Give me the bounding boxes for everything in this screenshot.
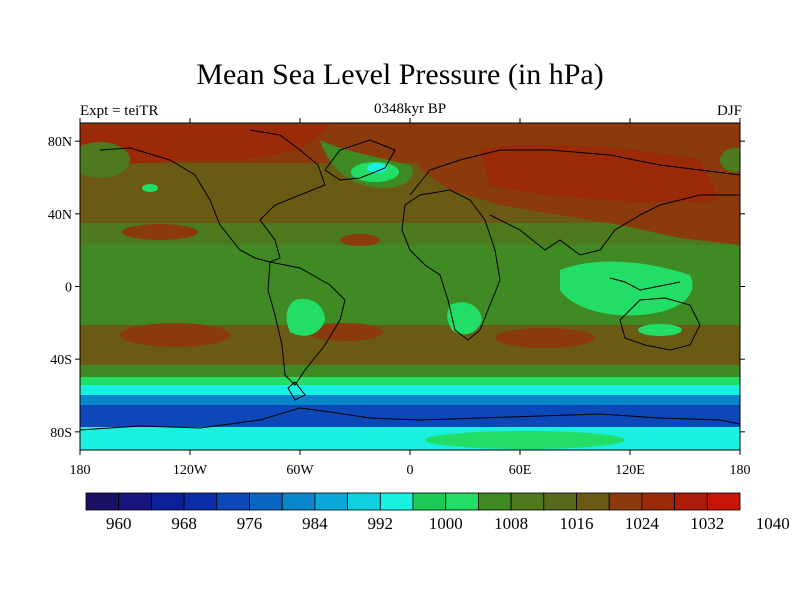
colorbar-swatch [510,492,545,511]
colorbar-swatch [641,492,676,511]
colorbar-label: 1024 [625,514,660,533]
aleutian-low-core [142,184,158,192]
colorbar-label: 1040 [756,514,790,533]
y-tick-label: 0 [65,281,72,296]
aleutian-low [80,142,130,178]
colorbar-label: 1008 [494,514,528,533]
y-tick-label: 40N [48,208,72,223]
subpolar-low-band [80,395,740,405]
north-america-east-coast [249,129,326,259]
south-atlantic-high [307,323,383,341]
pacific-high [122,224,198,240]
azores-high [340,234,380,246]
colorbar-swatch [445,492,479,511]
coastlines [80,129,740,431]
x-tick-label: 120W [173,463,208,478]
antarctic-low-band [80,405,740,427]
african-low [447,302,482,335]
colorbar-swatch [608,492,643,511]
colorbar-swatch [379,492,414,511]
colorbar: 960 968 976 984 992 1000 1008 1016 1024 1032 1040 [85,492,790,533]
colorbar-swatch [314,492,348,511]
colorbar-swatch [249,492,283,511]
greenland [324,139,396,181]
south-pacific-high [120,323,230,347]
x-tick-label: 120E [615,463,645,478]
southern-green-band [80,365,740,377]
colorbar-label: 984 [302,514,328,533]
antarctic-cyan-band [80,427,740,450]
colorbar-swatch [576,492,610,511]
amazon-low [286,298,325,336]
time-label: 0348kyr BP [373,101,447,117]
southern-light-green-band [80,377,740,385]
aleutian-low-west [720,148,740,172]
x-tick-label: 180 [730,463,751,478]
colorbar-swatch [477,492,512,511]
colorbar-swatch [706,492,741,511]
colorbar-label: 968 [171,514,197,533]
colorbar-label: 960 [106,514,132,533]
indonesia [609,277,681,291]
colorbar-swatch [347,492,381,511]
colorbar-swatch [543,492,577,511]
y-axis: 80N 40N 0 40S 80S [48,135,745,441]
colorbar-swatch [85,492,120,511]
north-america-west-coast [99,147,281,263]
colorbar-swatch [150,492,185,511]
north-american-high [80,125,330,170]
x-tick-label: 60E [509,463,532,478]
colorbar-label: 1016 [560,514,594,533]
pressure-field [80,123,740,450]
colorbar-swatch [281,492,316,511]
x-tick-label: 60W [286,463,314,478]
colorbar-swatch [216,492,250,511]
south-america [267,261,346,386]
colorbar-label: 976 [237,514,263,533]
colorbar-label: 1000 [429,514,463,533]
eurasia-north-coast [409,149,740,196]
colorbar-swatch [412,492,447,511]
colorbar-label: 1032 [690,514,724,533]
x-axis: 180 120W 60W 0 60E 120E 180 [70,118,751,478]
map-title: Mean Sea Level Pressure (in hPa) [196,58,604,91]
southern-cyan-band [80,385,740,395]
x-tick-label: 0 [407,463,414,478]
antarctic-plateau-high [425,431,625,449]
x-tick-label: 180 [70,463,91,478]
antarctica-coast [80,407,740,431]
experiment-label: Expt = teiTR [80,103,159,119]
australian-low [638,324,682,336]
australia [619,297,701,351]
colorbar-label: 992 [368,514,394,533]
colorbar-swatch [183,492,218,511]
indian-ocean-high [495,328,595,348]
maritime-continent-low [560,261,693,316]
y-tick-label: 80N [48,135,72,150]
colorbar-swatch [118,492,152,511]
tierra-del-fuego [287,381,306,401]
season-label: DJF [716,103,742,119]
colorbar-swatch [674,492,708,511]
siberian-high-core [480,144,720,202]
icelandic-low-core [367,163,387,173]
asia-south-coast [489,194,740,256]
y-tick-label: 40S [50,353,72,368]
y-tick-label: 80S [50,426,72,441]
africa [401,189,501,341]
